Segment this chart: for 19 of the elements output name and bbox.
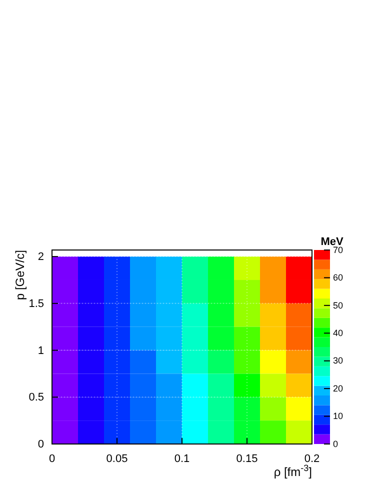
y-tick-label: 0.5: [28, 392, 44, 404]
color-bar-label: 0: [333, 438, 338, 449]
color-bar-label: 10: [333, 411, 344, 422]
color-bar-label: 20: [333, 383, 344, 394]
color-bar-label: 30: [333, 356, 344, 366]
x-axis-title: ρ [fm$^{-3}$]: [274, 463, 312, 479]
color-bar-label: 60: [333, 272, 344, 283]
y-tick-label: 1: [38, 344, 44, 357]
y-tick-label: 0: [38, 438, 44, 451]
color-bar-label: 40: [333, 328, 344, 338]
x-tick-label: 0.15: [236, 452, 258, 465]
x-tick-label: 0: [48, 452, 56, 465]
y-tick-label: 1.5: [28, 298, 44, 310]
x-tick-label: 0.05: [106, 452, 128, 465]
y-tick-label: 2: [38, 251, 44, 264]
y-axis-title: p [GeV/c]: [13, 250, 27, 300]
x-tick-label: 0.2: [304, 452, 320, 465]
color-bar-label: 50: [333, 300, 344, 310]
x-tick-label: 0.1: [174, 452, 190, 465]
